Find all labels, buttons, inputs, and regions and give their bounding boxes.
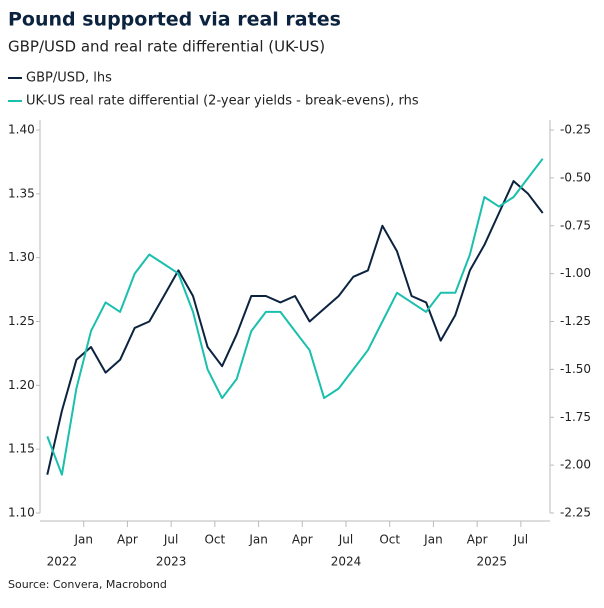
chart-subtitle: GBP/USD and real rate differential (UK-U… [8, 38, 325, 56]
x-tick-label: Oct [379, 533, 400, 547]
x-tick-label: Jan [423, 533, 443, 547]
legend-label: UK-US real rate differential (2-year yie… [26, 94, 419, 109]
y-tick-label: 1.15 [8, 442, 35, 456]
y2-tick-label: -0.75 [560, 218, 591, 232]
y2-tick-label: -0.25 [560, 123, 591, 137]
series-line [46, 180, 544, 475]
x-tick-label: Jul [513, 533, 528, 547]
year-label: 2023 [156, 555, 187, 569]
x-tick-label: Jul [338, 533, 353, 547]
year-label: 2025 [476, 555, 507, 569]
y2-tick-label: -2.00 [560, 458, 591, 472]
y2-tick-label: -2.25 [560, 506, 591, 520]
legend-label: GBP/USD, lhs [26, 71, 112, 86]
y-tick-label: 1.10 [8, 506, 35, 520]
x-tick-label: Jul [163, 533, 178, 547]
x-tick-label: Jan [248, 533, 268, 547]
year-label: 2024 [331, 555, 362, 569]
y2-tick-label: -1.00 [560, 266, 591, 280]
y2-tick-label: -1.50 [560, 362, 591, 376]
x-tick-label: Apr [292, 533, 313, 547]
y2-tick-label: -0.50 [560, 170, 591, 184]
y-tick-label: 1.25 [8, 314, 35, 328]
y2-tick-label: -1.25 [560, 314, 591, 328]
x-tick-label: Oct [204, 533, 225, 547]
x-tick-label: Apr [117, 533, 138, 547]
y-tick-label: 1.40 [8, 123, 35, 137]
chart-title: Pound supported via real rates [8, 9, 341, 31]
year-label: 2022 [47, 555, 78, 569]
y-tick-label: 1.35 [8, 186, 35, 200]
y-tick-label: 1.20 [8, 378, 35, 392]
source: Source: Convera, Macrobond [8, 578, 167, 591]
series-line [46, 158, 544, 476]
x-tick-label: Apr [467, 533, 488, 547]
y-tick-label: 1.30 [8, 250, 35, 264]
x-tick-label: Jan [73, 533, 93, 547]
y2-tick-label: -1.75 [560, 410, 591, 424]
